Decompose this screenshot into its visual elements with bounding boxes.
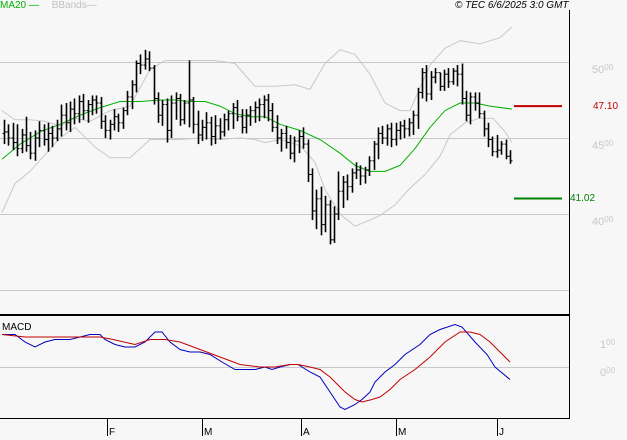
x-label-feb: F <box>109 427 116 438</box>
legend-bbands: BBands— <box>51 0 97 11</box>
x-label-jun: J <box>499 427 504 438</box>
copyright-timestamp: © TEC 6/6/2025 3:0 GMT <box>455 0 569 11</box>
legend-ma20: MA20 — <box>0 0 39 11</box>
x-axis-ticks <box>107 418 498 436</box>
macd-label-0: 000 <box>600 366 616 379</box>
macd-lines <box>1 323 511 411</box>
price-label-50: 5000 <box>592 63 614 76</box>
x-label-mar: M <box>204 427 213 438</box>
chart-legend: MA20 — BBands— <box>0 0 97 12</box>
price-grid <box>0 62 569 368</box>
x-label-may: M <box>398 427 407 438</box>
resistance-level-label: 47.10 <box>593 101 619 112</box>
price-label-45: 4500 <box>592 139 614 152</box>
price-label-40: 4000 <box>592 215 614 228</box>
ohlc-bars <box>2 49 513 245</box>
macd-label-1: 100 <box>600 338 616 351</box>
macd-title: MACD <box>2 322 32 333</box>
support-resistance-lines <box>514 105 562 200</box>
support-level-label: 41.02 <box>570 193 596 204</box>
x-label-apr: A <box>303 427 310 438</box>
